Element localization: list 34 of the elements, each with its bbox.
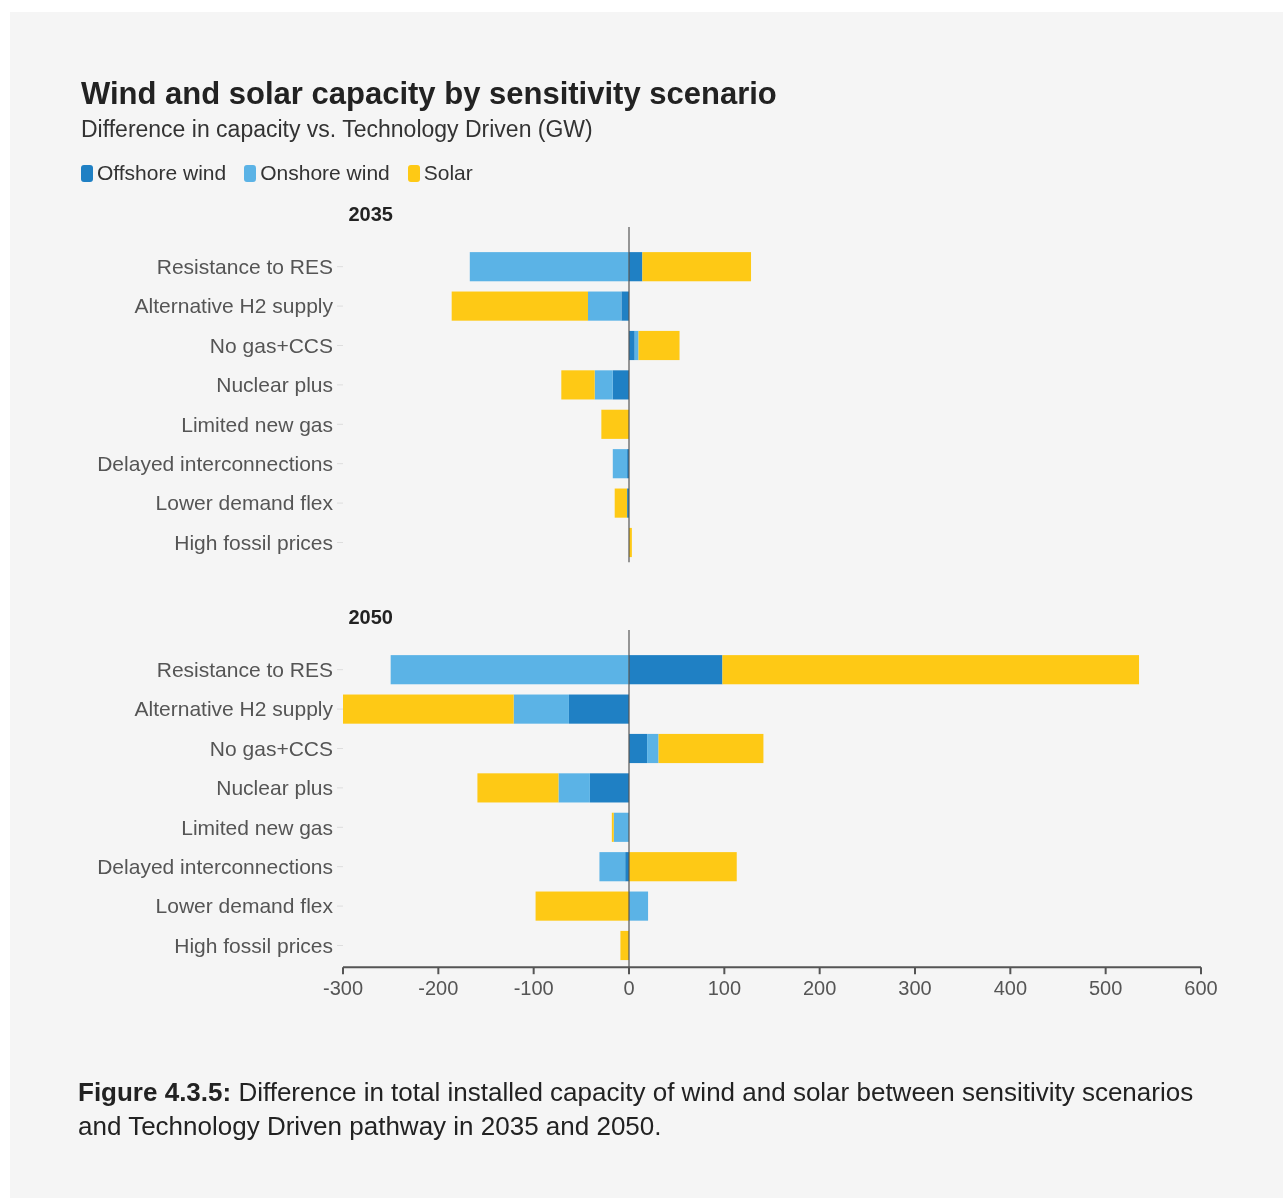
y-tick-label: High fossil prices xyxy=(174,530,333,554)
y-tick-label: Resistance to RES xyxy=(156,255,333,279)
y-tick-label: No gas+CCS xyxy=(209,333,333,357)
y-tick-label: Delayed interconnections xyxy=(97,855,333,879)
y-tick-label: Alternative H2 supply xyxy=(134,697,334,721)
x-tick-label: 0 xyxy=(623,977,635,1000)
y-tick-label: Lower demand flex xyxy=(155,491,334,515)
y-tick-label: Limited new gas xyxy=(181,412,333,436)
x-tick-label: -100 xyxy=(513,977,554,1000)
text: 2035 xyxy=(348,203,393,225)
x-tick-label: -300 xyxy=(322,977,364,1000)
chart-subtitle: Difference in capacity vs. Technology Driven (GW) xyxy=(81,116,594,143)
x-tick-label: 300 xyxy=(898,977,932,1000)
legend-label: Offshore wind xyxy=(97,161,227,185)
x-tick-label: 500 xyxy=(1088,977,1123,1000)
y-tick-label: No gas+CCS xyxy=(209,737,333,761)
legend-label: Onshore wind xyxy=(260,161,390,185)
y-tick-label: Resistance to RES xyxy=(156,658,333,682)
x-tick-label: 100 xyxy=(707,977,742,1000)
x-tick-label: 400 xyxy=(993,977,1028,1000)
y-tick-label: Alternative H2 supply xyxy=(134,294,334,318)
y-tick-label: Delayed interconnections xyxy=(97,452,333,476)
y-tick-label: High fossil prices xyxy=(174,934,333,958)
y-tick-label: Nuclear plus xyxy=(216,776,333,800)
y-tick-label: Lower demand flex xyxy=(155,894,334,918)
y-tick-label: Limited new gas xyxy=(181,815,333,839)
chart-title: Wind and solar capacity by sensitivity scenario xyxy=(81,76,778,112)
y-tick-label: Nuclear plus xyxy=(216,373,333,397)
x-tick-label: 200 xyxy=(802,977,837,1000)
caption: Figure 4.3.5: Difference in total installed capacity of wind and solar between sensitivity scenarios and Technology Driven pathway in 2035 and 2050. xyxy=(78,1077,1194,1142)
legend-label: Solar xyxy=(423,161,473,185)
x-tick-label: -200 xyxy=(418,977,459,1000)
chart-title: 2050 xyxy=(348,606,393,629)
x-tick-label: 600 xyxy=(1184,977,1218,1000)
